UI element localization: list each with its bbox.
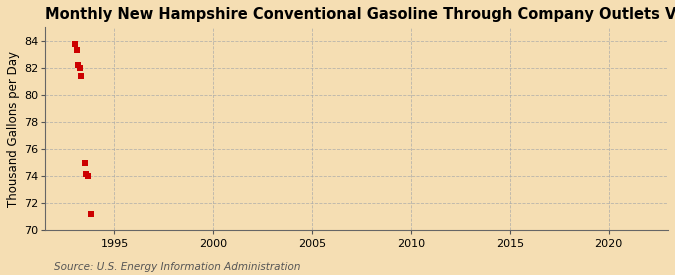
Point — [83, 174, 94, 178]
Point — [86, 212, 97, 216]
Point — [70, 41, 80, 46]
Point — [76, 74, 87, 78]
Point — [81, 171, 92, 176]
Point — [74, 66, 85, 70]
Point — [80, 161, 90, 165]
Point — [71, 48, 82, 53]
Text: Monthly New Hampshire Conventional Gasoline Through Company Outlets Volume by Re: Monthly New Hampshire Conventional Gasol… — [45, 7, 675, 22]
Point — [73, 63, 84, 67]
Text: Source: U.S. Energy Information Administration: Source: U.S. Energy Information Administ… — [54, 262, 300, 272]
Y-axis label: Thousand Gallons per Day: Thousand Gallons per Day — [7, 51, 20, 207]
